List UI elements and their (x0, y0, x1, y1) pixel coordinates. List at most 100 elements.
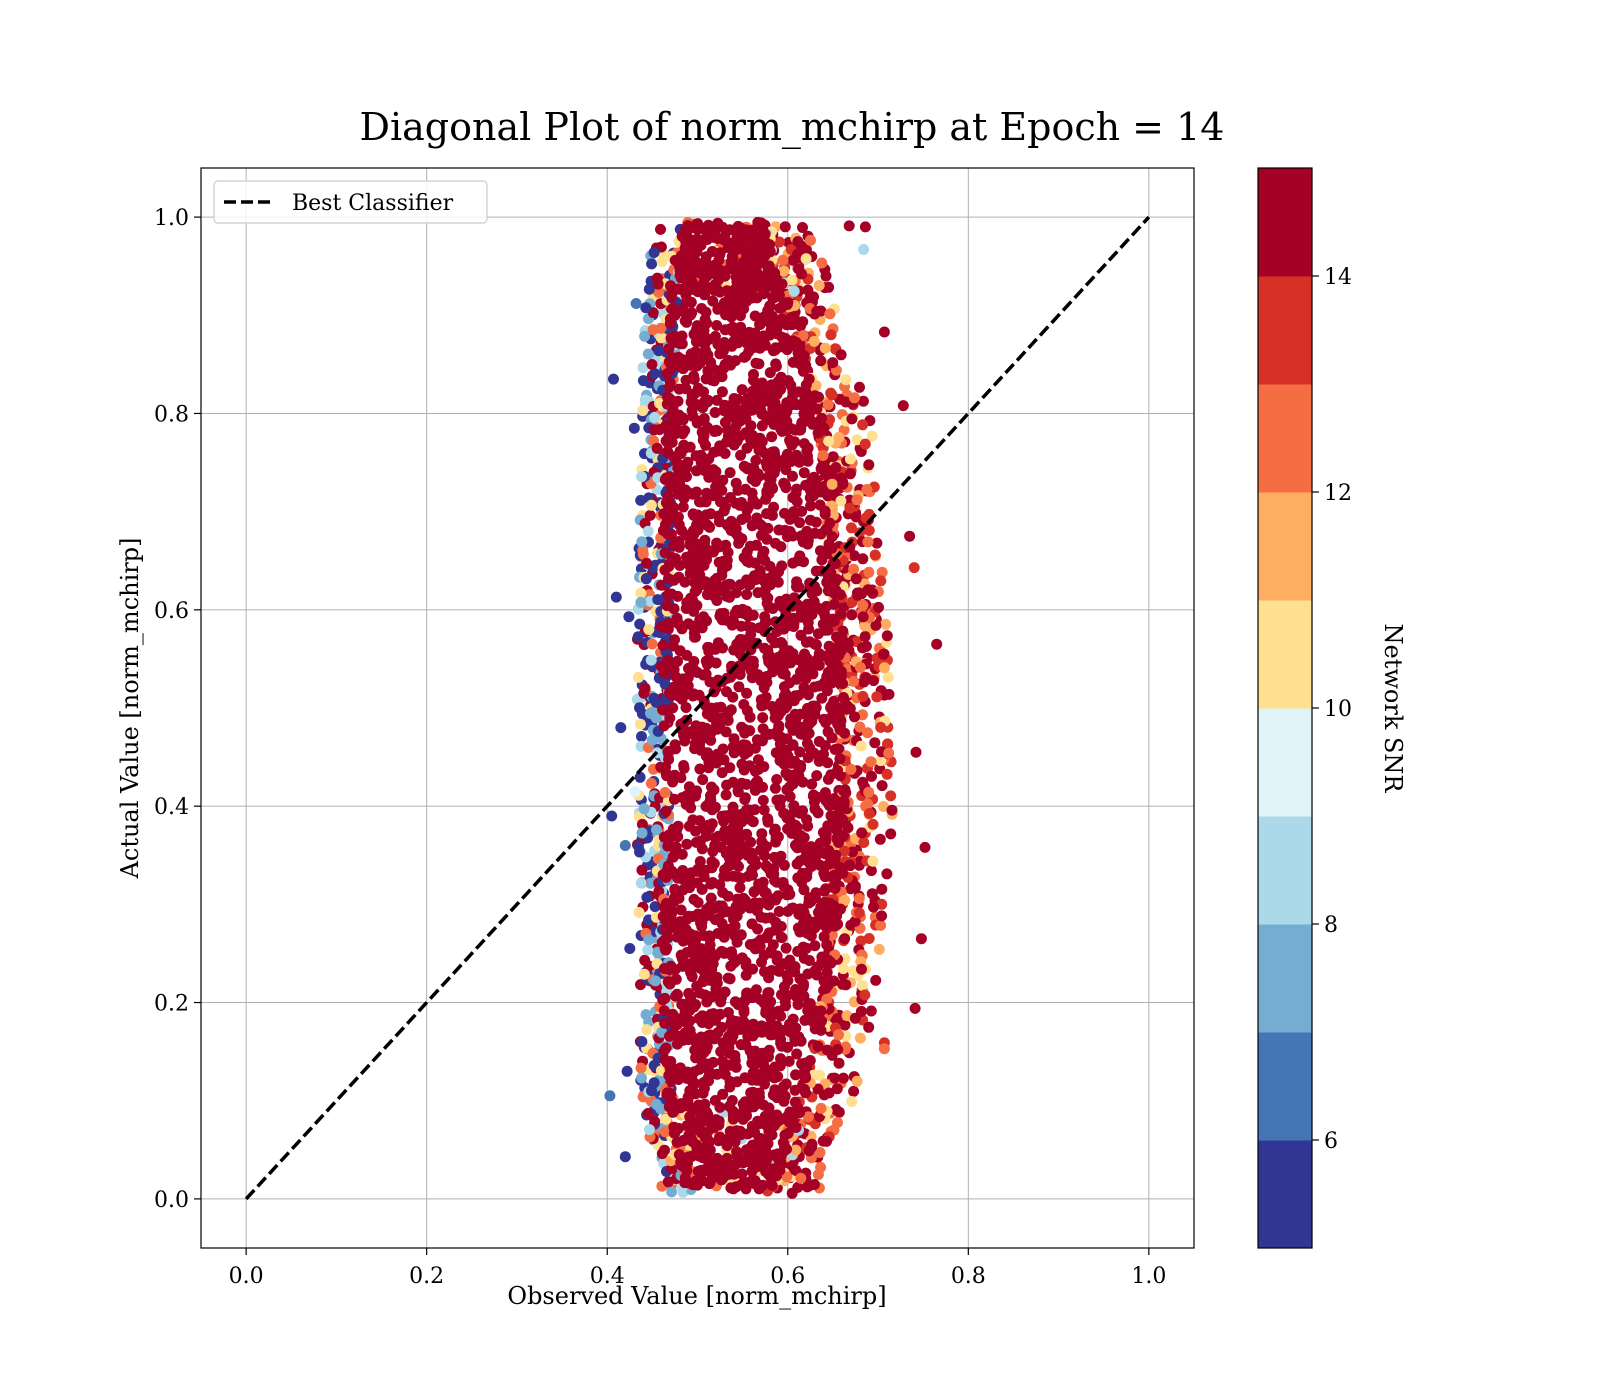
data-point (663, 746, 675, 757)
data-point (662, 447, 674, 459)
data-point (724, 973, 736, 985)
data-point (711, 748, 723, 760)
data-point (638, 687, 650, 699)
data-point (696, 426, 708, 438)
data-point (826, 478, 838, 490)
data-point (780, 482, 792, 494)
data-point (839, 784, 851, 796)
data-point (777, 254, 789, 266)
data-point (803, 373, 815, 385)
data-point (749, 804, 761, 816)
data-point (767, 603, 779, 614)
data-point (706, 1172, 718, 1184)
data-point (798, 884, 810, 896)
data-point (701, 234, 713, 245)
data-point (735, 321, 747, 333)
data-point (738, 739, 749, 751)
data-point (722, 1031, 734, 1043)
data-point (782, 375, 794, 387)
data-point (915, 933, 927, 945)
data-point (696, 268, 708, 280)
data-point (815, 486, 827, 498)
data-point (764, 728, 776, 740)
data-point (800, 636, 812, 648)
data-point (649, 412, 661, 423)
data-point (830, 668, 842, 679)
data-point (719, 925, 731, 937)
data-point (636, 1072, 647, 1084)
data-point (681, 838, 693, 850)
colorbar-segment (1258, 276, 1312, 385)
data-point (817, 678, 829, 690)
data-point (658, 667, 670, 679)
data-point (777, 601, 789, 613)
data-point (678, 1134, 690, 1146)
data-point (664, 1062, 676, 1074)
data-point (867, 855, 879, 867)
data-point (833, 431, 845, 443)
data-point (656, 621, 667, 633)
x-tick-label: 0.0 (229, 1264, 264, 1289)
data-point (699, 314, 711, 326)
data-point (803, 727, 815, 739)
data-point (863, 786, 875, 798)
data-point (712, 1027, 724, 1039)
data-point (746, 341, 758, 353)
y-tick-label: 0.2 (154, 992, 189, 1017)
data-point (801, 871, 813, 883)
data-point (684, 1101, 696, 1113)
data-point (862, 798, 874, 810)
data-point (667, 504, 679, 515)
data-point (741, 987, 753, 999)
data-point (621, 1065, 633, 1077)
data-point (797, 805, 808, 817)
data-point (857, 611, 869, 623)
data-point (775, 794, 787, 806)
data-point (773, 236, 785, 248)
data-point (812, 807, 824, 819)
data-point (838, 692, 849, 703)
data-point (695, 449, 707, 461)
data-point (809, 940, 821, 952)
data-point (799, 393, 811, 405)
data-point (744, 711, 756, 723)
data-point (853, 893, 865, 904)
colorbar-segment (1258, 492, 1312, 601)
data-point (615, 722, 627, 734)
data-point (766, 509, 778, 521)
data-point (646, 1085, 657, 1097)
data-point (768, 868, 780, 880)
colorbar (1257, 167, 1313, 1249)
data-point (712, 217, 724, 229)
data-point (634, 702, 645, 714)
data-point (668, 539, 680, 551)
data-point (669, 884, 681, 896)
data-point (756, 551, 768, 563)
data-point (793, 263, 805, 275)
data-point (813, 391, 824, 403)
data-point (823, 538, 835, 550)
data-point (878, 648, 889, 660)
data-point (908, 562, 920, 574)
data-point (706, 781, 717, 793)
data-point (797, 316, 809, 328)
data-point (755, 911, 767, 923)
data-point (808, 1179, 820, 1190)
data-point (660, 924, 671, 936)
data-point (685, 802, 697, 814)
data-point (837, 963, 849, 975)
legend: Best Classifier (213, 180, 488, 224)
data-point (740, 956, 752, 968)
data-point (679, 425, 691, 436)
data-point (645, 499, 657, 511)
data-point (708, 227, 720, 239)
data-point (679, 576, 691, 588)
data-point (747, 609, 759, 621)
data-point (703, 992, 715, 1004)
data-point (672, 989, 683, 1001)
data-point (797, 536, 809, 548)
data-point (861, 484, 873, 495)
data-point (770, 916, 782, 928)
data-point (807, 790, 819, 802)
data-point (834, 589, 846, 601)
